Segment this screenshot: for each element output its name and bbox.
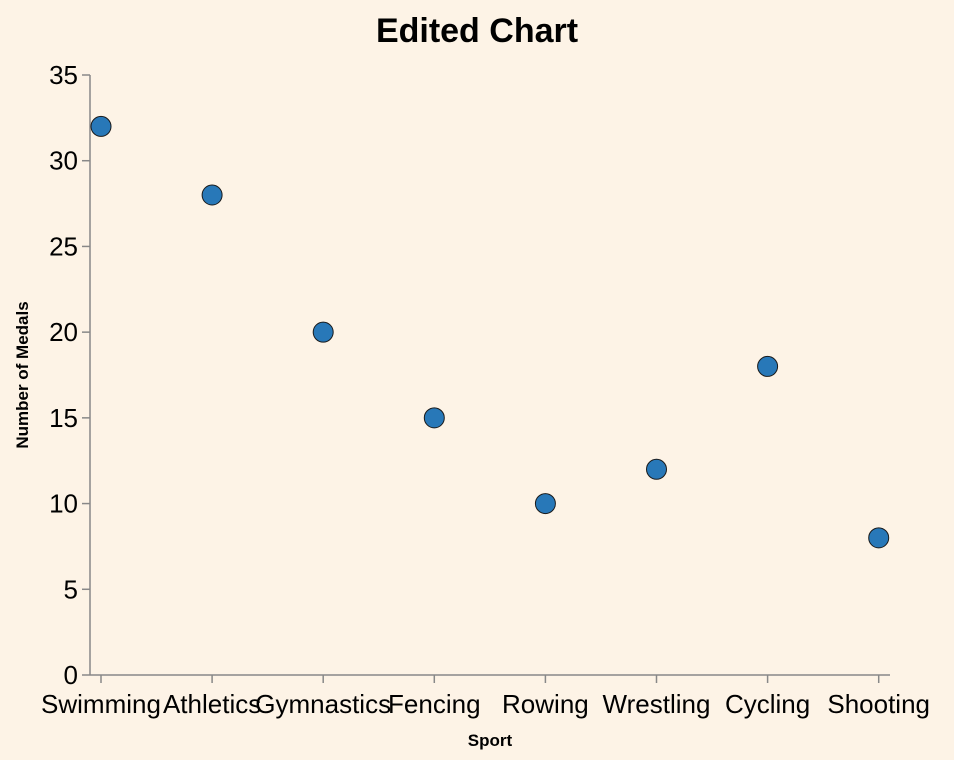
y-tick-label: 20 [49, 317, 78, 347]
y-axis: 0 5 10 15 20 25 30 35 [49, 60, 91, 690]
data-point[interactable] [201, 184, 223, 206]
y-tick-label: 0 [64, 660, 78, 690]
y-tick-label: 35 [49, 60, 78, 90]
x-tick-label: Swimming [41, 689, 161, 719]
x-tick-label: Rowing [502, 689, 589, 719]
data-point[interactable] [646, 458, 667, 480]
x-tick-label: Shooting [827, 689, 930, 719]
x-tick-label: Fencing [388, 689, 481, 719]
data-point[interactable] [423, 407, 445, 429]
data-point[interactable] [90, 115, 112, 137]
data-point[interactable] [757, 355, 779, 377]
y-tick-label: 5 [64, 574, 78, 604]
data-points [90, 115, 890, 549]
data-point[interactable] [312, 321, 334, 343]
y-tick-label: 10 [49, 489, 78, 519]
x-tick-label: Cycling [725, 689, 810, 719]
y-tick-label: 25 [49, 231, 78, 261]
x-tick-label: Athletics [163, 689, 261, 719]
y-axis-title: Number of Medals [13, 301, 32, 448]
data-point[interactable] [868, 527, 890, 549]
data-point[interactable] [534, 493, 556, 515]
y-tick-label: 15 [49, 403, 78, 433]
x-axis-title: Sport [468, 731, 513, 750]
chart-title: Edited Chart [376, 12, 578, 50]
x-tick-label: Gymnastics [255, 689, 391, 719]
x-tick-label: Wrestling [603, 689, 711, 719]
y-tick-label: 30 [49, 146, 78, 176]
